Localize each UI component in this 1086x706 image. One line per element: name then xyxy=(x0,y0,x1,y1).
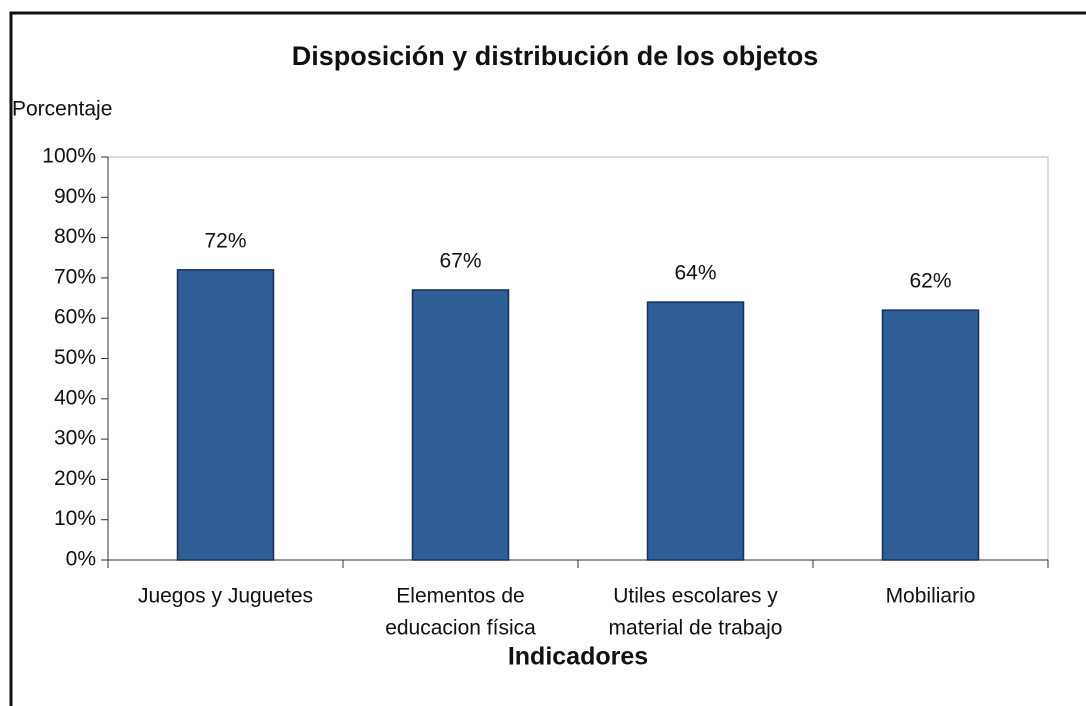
x-axis-label: Indicadores xyxy=(508,643,648,671)
bar xyxy=(411,289,510,561)
y-tick-label: 0% xyxy=(66,548,96,571)
y-tick-label: 100% xyxy=(42,145,96,168)
y-tick-label: 10% xyxy=(54,507,96,530)
y-tick-label: 90% xyxy=(54,185,96,208)
value-label: 72% xyxy=(204,229,246,252)
bar xyxy=(646,301,745,561)
x-tick-label: educacion física xyxy=(385,617,536,640)
value-label: 62% xyxy=(909,270,951,293)
y-tick-label: 80% xyxy=(54,225,96,248)
x-tick-label: material de trabajo xyxy=(609,617,783,640)
x-tick-label: Elementos de xyxy=(396,585,524,608)
frame xyxy=(9,11,1086,706)
y-tick-label: 50% xyxy=(54,346,96,369)
x-tick-label: Juegos y Juguetes xyxy=(138,585,313,608)
plot-border xyxy=(108,156,1049,560)
y-tick-label: 30% xyxy=(54,427,96,450)
y-tick-label: 20% xyxy=(54,467,96,490)
y-tick-label: 70% xyxy=(54,265,96,288)
bar xyxy=(881,309,980,561)
value-label: 67% xyxy=(439,250,481,273)
chart-title: Disposición y distribución de los objeto… xyxy=(292,41,819,71)
y-tick-label: 40% xyxy=(54,386,96,409)
y-axis-label: Porcentaje xyxy=(12,98,112,121)
y-tick-label: 60% xyxy=(54,306,96,329)
value-label: 64% xyxy=(674,262,716,285)
x-tick-label: Utiles escolares y xyxy=(613,585,778,608)
x-tick-label: Mobiliario xyxy=(886,585,976,608)
bar xyxy=(176,269,275,561)
